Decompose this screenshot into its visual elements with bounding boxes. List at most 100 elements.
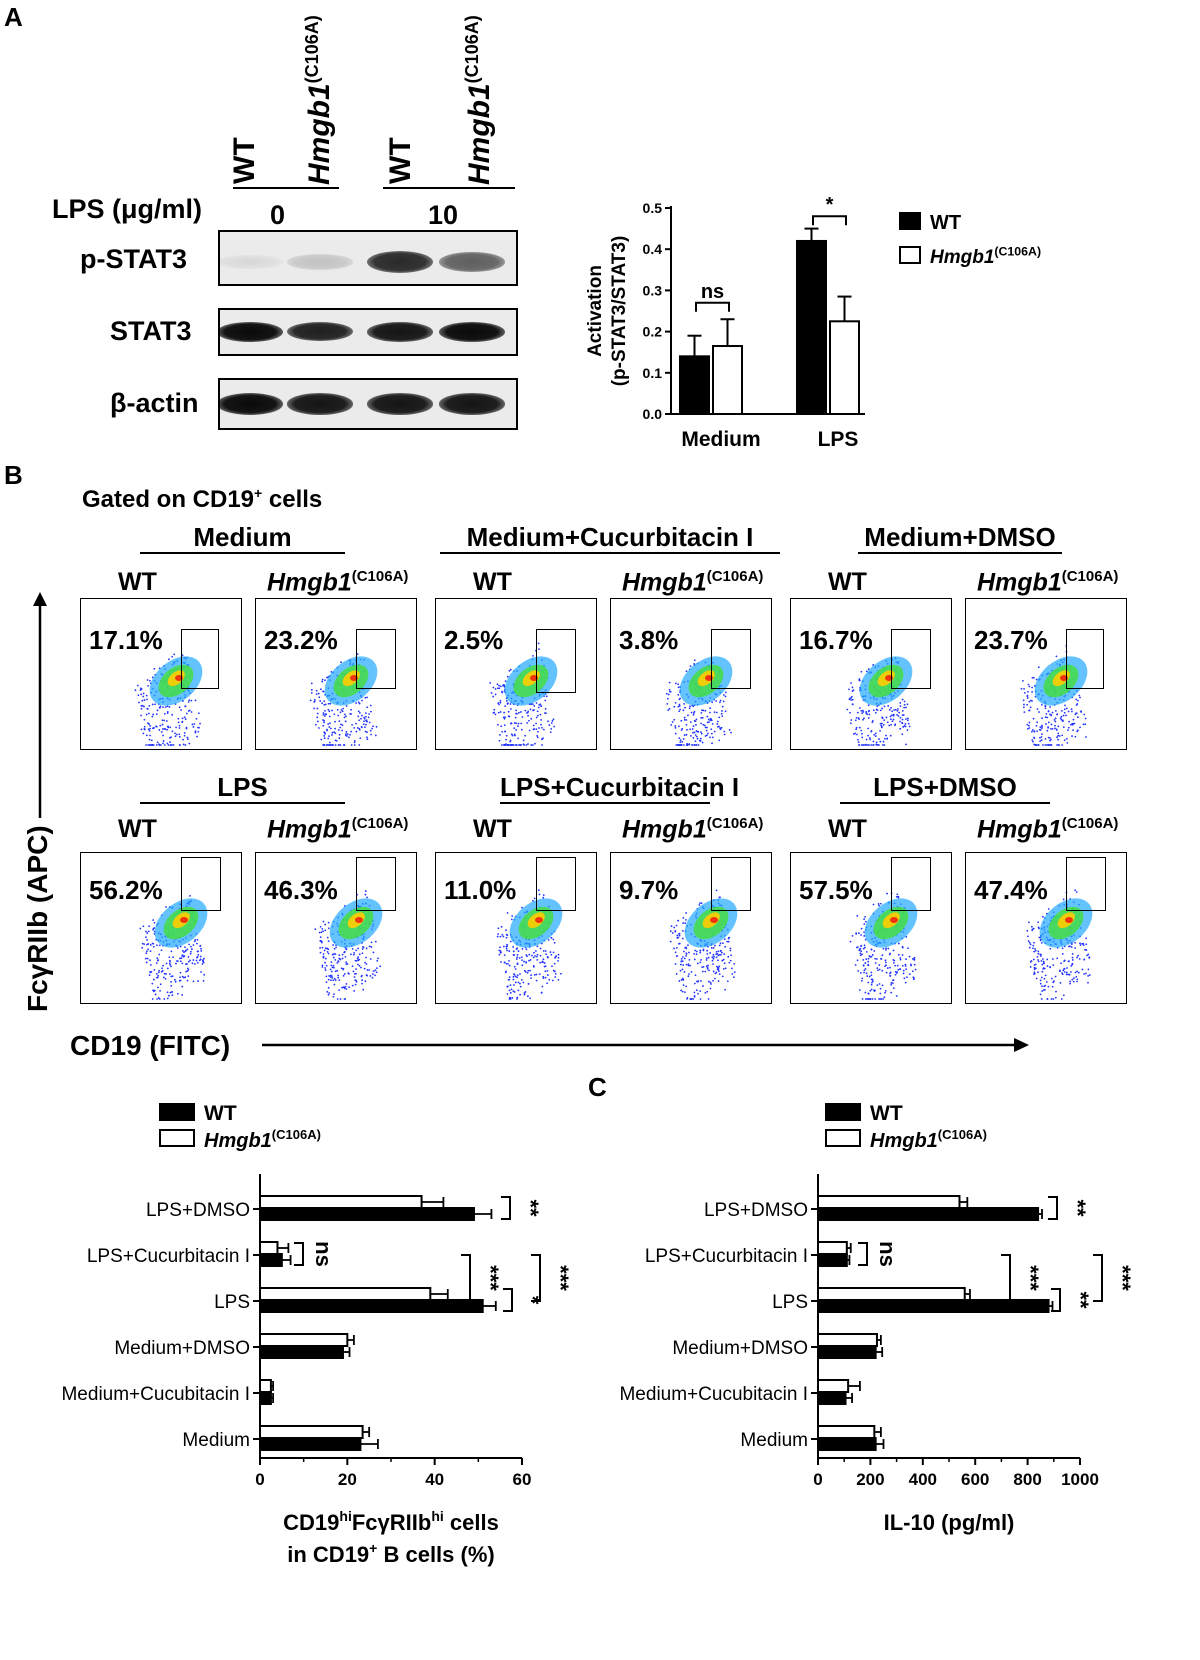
flow-event [1032,717,1035,720]
flow-gate [356,629,396,689]
flow-event [1035,724,1038,727]
flow-event [685,963,688,966]
flow-event [181,985,184,988]
condition-label: Medium+Cucurbitacin I [466,522,754,552]
flow-event [163,972,166,975]
flow-event [532,709,534,712]
flow-event [665,692,668,695]
flow-event [899,702,902,704]
flow-event [887,705,890,707]
flow-event [165,906,167,908]
flow-event [170,736,172,739]
panel-letter-a: A [4,2,23,32]
flow-event [154,703,156,706]
flow-event [1083,973,1086,975]
flow-event [728,961,731,964]
flow-event [162,740,165,742]
flow-event [702,985,704,987]
bar-hmgb1 [829,320,860,415]
flow-event [155,744,158,746]
flow-event [684,991,686,994]
flow-event [507,963,509,965]
flow-event [146,679,149,681]
flow-event [171,655,174,658]
flow-event [316,712,319,715]
flow-event [529,959,532,961]
flow-event [499,700,502,702]
y-axis-label: (p-STAT3/STAT3) [609,236,630,387]
genotype-label-mutant: Hmgb1(C106A) [267,815,409,844]
flow-event [188,943,190,946]
flow-event [1064,704,1066,707]
flow-event [196,961,199,964]
flow-event [1054,717,1057,720]
flow-event [871,720,874,722]
flow-event [184,946,186,949]
flow-event [345,705,348,707]
flow-event [536,734,539,737]
flow-event [1084,723,1087,726]
flow-event [693,994,696,997]
flow-event [508,976,511,979]
flow-event [1063,711,1066,714]
flow-event [152,744,155,746]
flow-event [911,958,914,960]
flow-event [329,976,332,978]
flow-event [870,955,873,958]
flow-event [148,723,150,726]
flow-event [536,959,539,961]
flow-event [516,974,519,977]
flow-event [345,961,348,964]
flow-event [502,945,505,948]
flow-event [696,737,699,740]
flow-event [868,744,870,746]
flow-event [543,965,546,968]
flow-event [146,957,149,960]
flow-event [671,932,674,934]
flow-event [504,680,507,683]
flow-event [896,964,899,967]
flow-event [353,741,356,744]
flow-event [878,964,881,966]
flow-event [356,957,359,960]
flow-event [1080,710,1082,713]
flow-event [326,947,329,950]
flow-x-axis-arrow [262,1038,1029,1052]
flow-event [1060,962,1063,965]
flow-event [538,727,540,729]
significance-bracket [531,1254,541,1302]
flow-event [183,734,186,737]
flow-event [716,966,719,969]
flow-event [157,974,160,977]
flow-event [674,732,677,735]
flow-event [158,729,161,731]
flow-event [711,956,714,959]
flow-event [855,728,857,731]
flow-event [700,980,702,982]
flow-event [1065,971,1068,974]
flow-event [334,732,337,735]
flow-event [503,724,506,727]
flow-event [501,691,504,694]
flow-event [501,744,503,746]
flow-event [710,719,713,722]
flow-event [326,676,328,679]
flow-event [365,715,367,718]
flow-event [194,731,197,734]
flow-event [904,725,907,728]
flow-event [161,723,164,726]
significance-bracket [503,1288,513,1312]
bar-hmgb1 [259,1195,423,1209]
flow-event [695,718,698,721]
flow-event [334,720,336,723]
flow-event [313,700,316,703]
flow-event [1055,990,1057,993]
flow-event [688,973,690,975]
flow-event [692,731,694,734]
flow-event [333,713,336,716]
flow-event [897,707,899,710]
significance-label: *** [1018,1265,1043,1291]
flow-event [147,684,149,687]
flow-event [883,744,886,746]
flow-event [1057,732,1060,735]
